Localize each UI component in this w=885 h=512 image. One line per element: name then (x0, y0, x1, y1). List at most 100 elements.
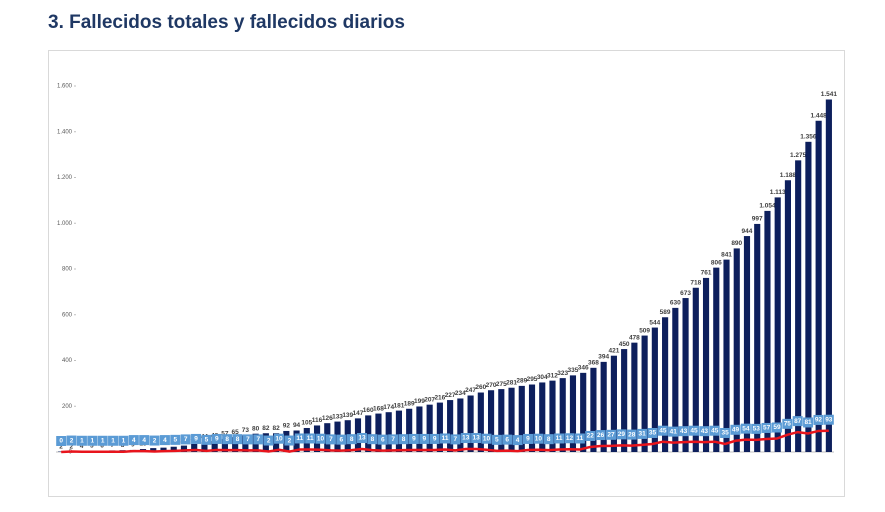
daily-label: 43 (701, 428, 709, 435)
label-box (346, 434, 357, 445)
bar-label: 92 (283, 423, 291, 430)
label-box (554, 433, 565, 444)
bar-label: 997 (752, 216, 763, 223)
label-box (87, 435, 98, 446)
y-tick-label: 600 (62, 312, 73, 318)
bar (682, 298, 689, 452)
bar (784, 180, 792, 452)
daily-label: 28 (628, 431, 636, 438)
label-box (108, 435, 119, 446)
label-box (595, 430, 606, 441)
daily-label: 4 (132, 437, 136, 444)
bar-label: 4 (80, 443, 84, 450)
bar-label: 139 (342, 412, 353, 419)
label-box (647, 427, 658, 438)
label-box (232, 434, 243, 445)
bar (825, 99, 832, 452)
daily-label: 26 (597, 432, 605, 439)
daily-line (61, 429, 829, 454)
bar (610, 355, 617, 452)
daily-label: 13 (462, 435, 470, 442)
bar-label: 806 (711, 259, 722, 266)
label-box (761, 422, 772, 433)
daily-label: 7 (246, 436, 250, 443)
daily-label: 11 (296, 435, 303, 442)
bar (651, 327, 658, 452)
bar (426, 404, 433, 452)
label-box (543, 434, 554, 445)
daily-label: 45 (711, 427, 719, 434)
bar-label: 234 (455, 390, 466, 397)
daily-label: 35 (721, 430, 729, 437)
bar (662, 317, 669, 452)
bar (211, 441, 218, 452)
bar (160, 447, 167, 452)
bar (723, 259, 730, 452)
bar (477, 392, 484, 452)
daily-label: 6 (339, 436, 343, 443)
bar (365, 415, 372, 452)
bar-label: 295 (527, 376, 538, 383)
label-box (699, 426, 710, 437)
label-box (170, 434, 181, 445)
label-box (616, 429, 627, 440)
bar (569, 375, 577, 452)
daily-label: 81 (804, 419, 812, 426)
bar (641, 335, 648, 452)
label-box (191, 433, 202, 444)
bar (672, 307, 679, 452)
bar (375, 413, 382, 452)
bar (795, 160, 802, 452)
bar-label: 304 (537, 374, 548, 381)
daily-label: 53 (753, 426, 761, 433)
label-box (305, 433, 316, 444)
bar (815, 120, 822, 453)
bar-label: 73 (242, 427, 250, 434)
daily-label: 9 (433, 436, 437, 443)
label-box (253, 434, 264, 445)
label-box (730, 424, 741, 435)
bar (518, 385, 525, 452)
daily-label: 7 (256, 436, 260, 443)
bar-label: 116 (312, 417, 323, 424)
y-tick-label: 200 (62, 404, 73, 410)
bar-label: 227 (445, 392, 456, 399)
bar-label: 199 (414, 398, 425, 405)
daily-label: 4 (163, 437, 167, 444)
daily-label: 6 (381, 436, 385, 443)
bar (713, 267, 720, 452)
label-box (429, 433, 440, 444)
bar-label: 394 (598, 354, 609, 361)
bar (191, 443, 198, 452)
bar-label: 478 (629, 334, 640, 341)
label-box (792, 416, 803, 427)
y-tick-label: 1.000 (57, 221, 73, 227)
label-box (450, 434, 461, 445)
bar-label: 718 (690, 279, 701, 286)
bar (528, 384, 536, 452)
daily-label: 8 (547, 436, 551, 443)
bar (600, 361, 607, 452)
label-box (491, 434, 502, 445)
y-tick-label: 1.400 (57, 129, 73, 135)
label-box (211, 433, 222, 444)
daily-label: 13 (358, 435, 366, 442)
daily-label: 9 (526, 436, 530, 443)
label-box (284, 435, 295, 446)
bar (457, 398, 464, 452)
label-box (159, 435, 170, 446)
bar-label: 260 (475, 384, 486, 391)
daily-label: 5 (495, 437, 499, 444)
daily-label: 6 (505, 436, 509, 443)
bar-label: 216 (434, 394, 445, 401)
daily-label: 13 (473, 435, 481, 442)
label-box (688, 425, 699, 436)
daily-label: 9 (194, 436, 198, 443)
daily-label: 1 (122, 437, 126, 444)
bar-label: 82 (262, 425, 270, 432)
bar-label: 168 (373, 405, 384, 412)
bar (692, 287, 699, 452)
label-box (377, 434, 388, 445)
daily-label: 92 (815, 417, 823, 424)
